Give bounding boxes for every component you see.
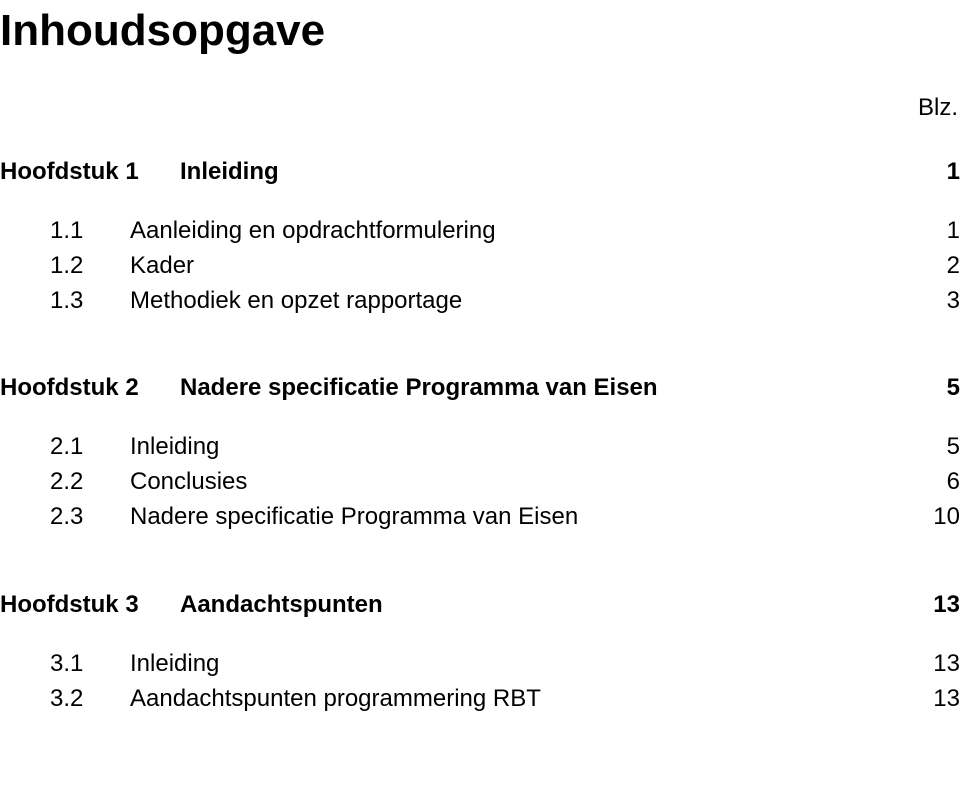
entry-number: 3.2 <box>0 682 130 717</box>
chapter-page: 13 <box>900 591 960 619</box>
chapter-title: Aandachtspunten <box>180 591 900 619</box>
toc-entry: 1.1 Aanleiding en opdrachtformulering 1 <box>0 214 960 249</box>
toc-entry: 1.2 Kader 2 <box>0 249 960 284</box>
entry-number: 2.2 <box>0 465 130 500</box>
entry-page: 13 <box>900 647 960 682</box>
entry-page: 5 <box>900 430 960 465</box>
entry-number: 2.1 <box>0 430 130 465</box>
chapter-label: Hoofdstuk 2 <box>0 374 180 402</box>
entry-page: 3 <box>900 284 960 319</box>
toc-entry: 2.2 Conclusies 6 <box>0 465 960 500</box>
chapter-title: Inleiding <box>180 158 900 186</box>
chapter-label: Hoofdstuk 3 <box>0 591 180 619</box>
entry-page: 2 <box>900 249 960 284</box>
entry-title: Nadere specificatie Programma van Eisen <box>130 500 900 535</box>
toc-chapter-row: Hoofdstuk 2 Nadere specificatie Programm… <box>0 374 960 402</box>
entry-title: Methodiek en opzet rapportage <box>130 284 900 319</box>
toc-chapter-row: Hoofdstuk 1 Inleiding 1 <box>0 158 960 186</box>
toc-entry: 3.1 Inleiding 13 <box>0 647 960 682</box>
page-column-header: Blz. <box>0 94 960 122</box>
entry-number: 1.1 <box>0 214 130 249</box>
entry-title: Inleiding <box>130 430 900 465</box>
entry-number: 1.2 <box>0 249 130 284</box>
toc-page: Inhoudsopgave Blz. Hoofdstuk 1 Inleiding… <box>0 0 960 756</box>
entry-page: 1 <box>900 214 960 249</box>
toc-subsection-block: 2.1 Inleiding 5 2.2 Conclusies 6 2.3 Nad… <box>0 430 960 534</box>
chapter-page: 5 <box>900 374 960 402</box>
toc-entry: 1.3 Methodiek en opzet rapportage 3 <box>0 284 960 319</box>
entry-title: Conclusies <box>130 465 900 500</box>
toc-chapter-row: Hoofdstuk 3 Aandachtspunten 13 <box>0 591 960 619</box>
entry-number: 2.3 <box>0 500 130 535</box>
entry-page: 10 <box>900 500 960 535</box>
entry-number: 1.3 <box>0 284 130 319</box>
chapter-page: 1 <box>900 158 960 186</box>
entry-title: Kader <box>130 249 900 284</box>
entry-title: Aanleiding en opdrachtformulering <box>130 214 900 249</box>
toc-subsection-block: 1.1 Aanleiding en opdrachtformulering 1 … <box>0 214 960 318</box>
entry-title: Inleiding <box>130 647 900 682</box>
entry-page: 6 <box>900 465 960 500</box>
toc-entry: 2.3 Nadere specificatie Programma van Ei… <box>0 500 960 535</box>
entry-title: Aandachtspunten programmering RBT <box>130 682 900 717</box>
chapter-label: Hoofdstuk 1 <box>0 158 180 186</box>
toc-subsection-block: 3.1 Inleiding 13 3.2 Aandachtspunten pro… <box>0 647 960 717</box>
toc-entry: 2.1 Inleiding 5 <box>0 430 960 465</box>
entry-number: 3.1 <box>0 647 130 682</box>
toc-entry: 3.2 Aandachtspunten programmering RBT 13 <box>0 682 960 717</box>
toc-title: Inhoudsopgave <box>0 6 960 56</box>
entry-page: 13 <box>900 682 960 717</box>
chapter-title: Nadere specificatie Programma van Eisen <box>180 374 900 402</box>
